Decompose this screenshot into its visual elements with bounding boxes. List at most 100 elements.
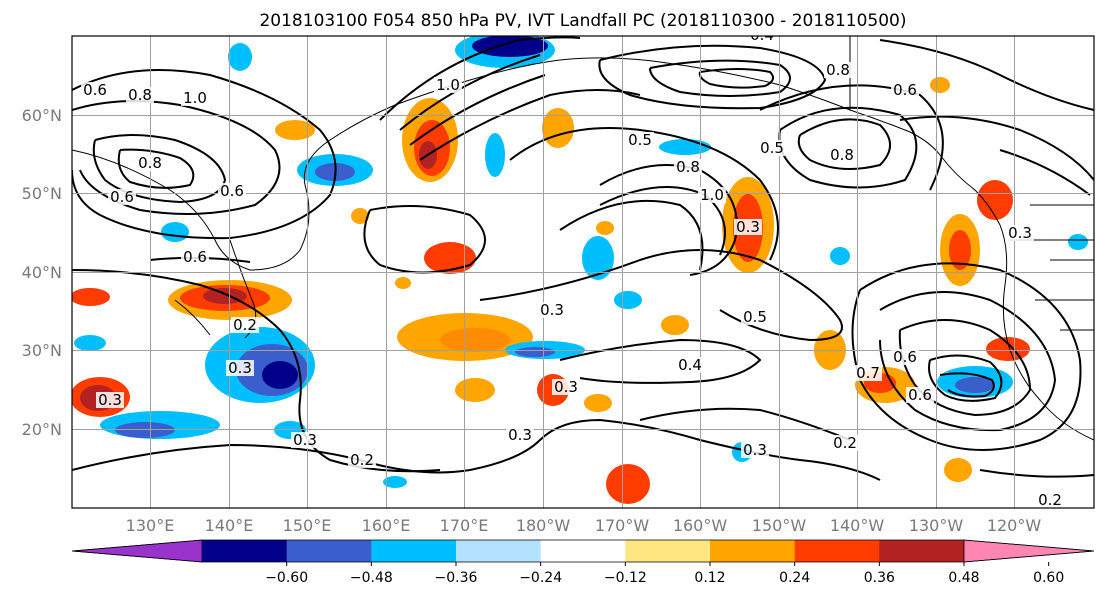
contour-label: 0.6	[893, 348, 917, 366]
colorbar-tick-label: −0.36	[435, 570, 478, 586]
contour-label-bg	[181, 90, 209, 106]
lon-label: 150°E	[283, 516, 332, 535]
contour-label: 0.3	[554, 378, 578, 396]
lat-label: 60°N	[22, 106, 62, 125]
contour-label: 1.0	[183, 89, 207, 107]
contour-label: 0.6	[893, 81, 917, 99]
contour-label: 0.5	[628, 131, 652, 149]
latitude-labels: 60°N 50°N 40°N 30°N 20°N	[22, 106, 62, 439]
lon-label: 130°E	[126, 516, 175, 535]
contour-label: 0.2	[350, 451, 374, 469]
contour-label-bg	[891, 349, 919, 365]
contour-label-bg	[1006, 225, 1034, 241]
colorbar-segment	[371, 540, 457, 562]
contour-label-bg	[108, 189, 136, 205]
contour-label: 0.7	[856, 364, 880, 382]
lon-label: 130°W	[909, 516, 964, 535]
contour-label: 0.5	[743, 308, 767, 326]
contour-label: 0.3	[293, 431, 317, 449]
contour-label: 0.8	[830, 146, 854, 164]
lon-label: 150°W	[752, 516, 807, 535]
contour-label: 0.6	[908, 386, 932, 404]
colorbar-tick-label: 0.12	[694, 570, 725, 586]
lon-label: 140°W	[830, 516, 885, 535]
contour-label: 0.2	[833, 434, 857, 452]
colorbar-segment	[456, 540, 542, 562]
contour-label: 0.3	[736, 218, 760, 236]
contour-label-bg	[698, 187, 726, 203]
contour-label: 0.8	[676, 158, 700, 176]
lon-label: 170°W	[595, 516, 650, 535]
contour-label: 0.3	[508, 426, 532, 444]
contour-label-bg	[828, 147, 856, 163]
contour-label: 0.3	[540, 301, 564, 319]
contour-label-bg	[136, 155, 164, 171]
colorbar-outline	[71, 539, 1095, 563]
contour-label-bg	[734, 219, 762, 235]
colorbar-segment	[625, 540, 711, 562]
contour-label-bg	[226, 360, 254, 376]
colorbar-segment	[710, 540, 796, 562]
contour-label-bg	[506, 427, 534, 443]
contour-label-bg	[741, 442, 769, 458]
lon-label: 180°W	[516, 516, 571, 535]
contour-label: 0.5	[760, 139, 784, 157]
contour-label-bg	[538, 302, 566, 318]
colorbar-tick-label: −0.60	[265, 570, 308, 586]
contour-label: 0.8	[128, 86, 152, 104]
contour-label-bg	[626, 132, 654, 148]
contour-label-bg	[758, 140, 786, 156]
contour-label-bg	[231, 317, 259, 333]
coastlines	[72, 36, 1094, 441]
lat-label: 50°N	[22, 184, 62, 203]
ivt-contours	[72, 36, 1094, 481]
contour-label-bg	[552, 379, 580, 395]
contour-label-bg	[348, 452, 376, 468]
contour-label-bg	[181, 249, 209, 265]
colorbar-extend-low	[71, 539, 203, 563]
contour-label: 0.4	[750, 26, 774, 44]
contour-label: 0.3	[743, 441, 767, 459]
colorbar-tick-label: 0.24	[779, 570, 810, 586]
lon-label: 160°W	[673, 516, 728, 535]
contour-label-bg	[81, 82, 109, 98]
contour-label: 0.8	[826, 61, 850, 79]
map-frame	[71, 35, 1095, 509]
colorbar-tick-label: 0.60	[1033, 570, 1064, 586]
lat-label: 40°N	[22, 263, 62, 282]
lon-label: 140°E	[205, 516, 254, 535]
colorbar-tick-label: −0.24	[519, 570, 562, 586]
contour-label-bg	[741, 309, 769, 325]
contour-label: 0.4	[678, 356, 702, 374]
contour-label-bg	[218, 183, 246, 199]
colorbar-segment	[540, 540, 626, 562]
contour-label-bg	[96, 392, 124, 408]
contour-label-bg	[906, 387, 934, 403]
contour-label-bg	[674, 159, 702, 175]
contour-label: 0.6	[183, 248, 207, 266]
contour-label-bg	[748, 36, 776, 43]
lat-label: 30°N	[22, 341, 62, 360]
colorbar-segment	[286, 540, 372, 562]
contour-label: 0.6	[220, 182, 244, 200]
contour-label-bg	[1036, 492, 1064, 508]
colorbar-tick-label: −0.48	[350, 570, 393, 586]
contour-label: 0.3	[228, 359, 252, 377]
contour-label: 0.6	[110, 188, 134, 206]
contour-label: 0.8	[138, 154, 162, 172]
colorbar-extend-high	[963, 539, 1095, 563]
contour-label-bg	[831, 435, 859, 451]
contour-label: 0.2	[1038, 491, 1062, 509]
contour-label: 0.6	[83, 81, 107, 99]
contour-labels: 0.6 0.8 1.00.80.61.00.50.81.00.5 0.80.60.40…	[81, 26, 1064, 509]
contour-label: 1.0	[700, 186, 724, 204]
contour-label: 0.3	[1008, 224, 1032, 242]
lon-label: 120°W	[987, 516, 1042, 535]
lon-label: 170°E	[440, 516, 489, 535]
colorbar-tick-label: 0.36	[864, 570, 895, 586]
colorbar-tick-label: 0.48	[948, 570, 979, 586]
contour-label: 1.0	[436, 76, 460, 94]
figure-title: 2018103100 F054 850 hPa PV, IVT Landfall…	[259, 11, 906, 31]
lat-label: 20°N	[22, 420, 62, 439]
